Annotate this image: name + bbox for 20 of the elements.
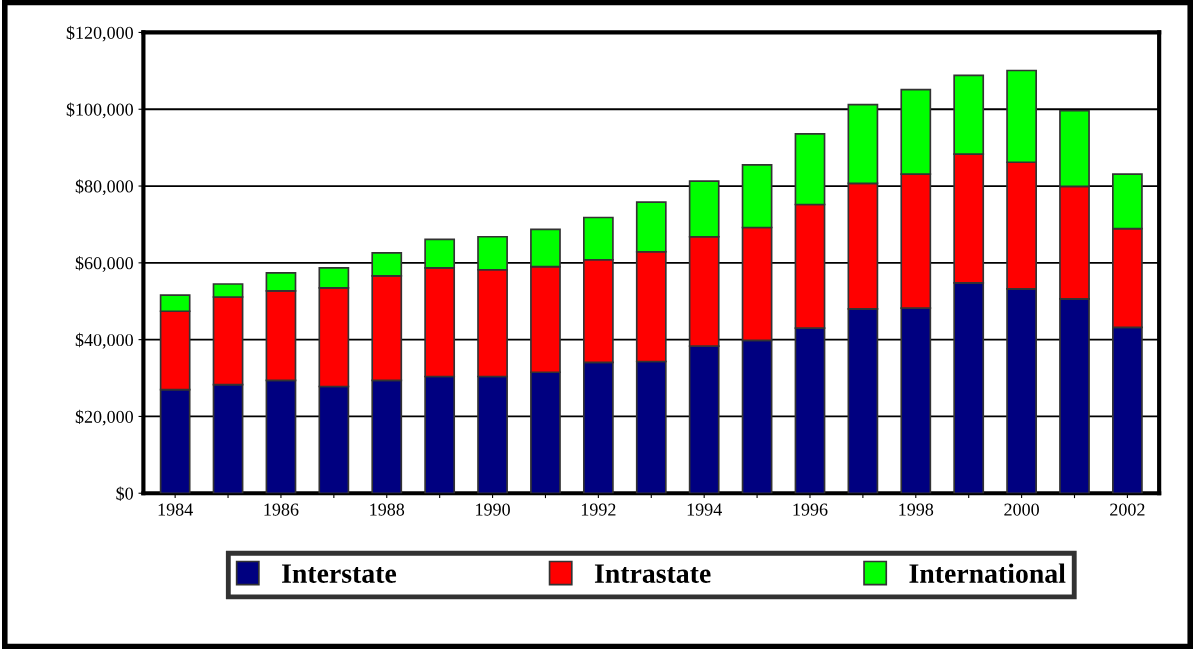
y-tick-label: $40,000 — [75, 332, 133, 349]
x-tick-label: 1996 — [793, 503, 828, 516]
x-tick-label: 2002 — [1110, 503, 1145, 516]
x-tick-label: 2000 — [1004, 503, 1039, 516]
y-tick-label: $20,000 — [75, 409, 133, 426]
x-tick-label: 1984 — [158, 503, 193, 516]
y-tick-label: $120,000 — [66, 25, 133, 42]
x-tick-label: 1990 — [476, 503, 510, 516]
legend-label: Intrastate — [594, 564, 711, 583]
x-tick-label: 1992 — [581, 503, 616, 516]
x-tick-label: 1988 — [370, 503, 405, 516]
x-tick-label: 1998 — [899, 503, 934, 516]
y-tick-label: $60,000 — [75, 256, 133, 272]
y-tick-label: $100,000 — [66, 102, 133, 119]
y-tick-label: $0 — [116, 486, 133, 501]
x-tick-label: 1986 — [264, 503, 299, 516]
legend-label: International — [909, 563, 1066, 583]
legend-label: Interstate — [282, 564, 397, 583]
y-tick-label: $80,000 — [75, 179, 133, 196]
x-tick-label: 1994 — [687, 503, 722, 516]
